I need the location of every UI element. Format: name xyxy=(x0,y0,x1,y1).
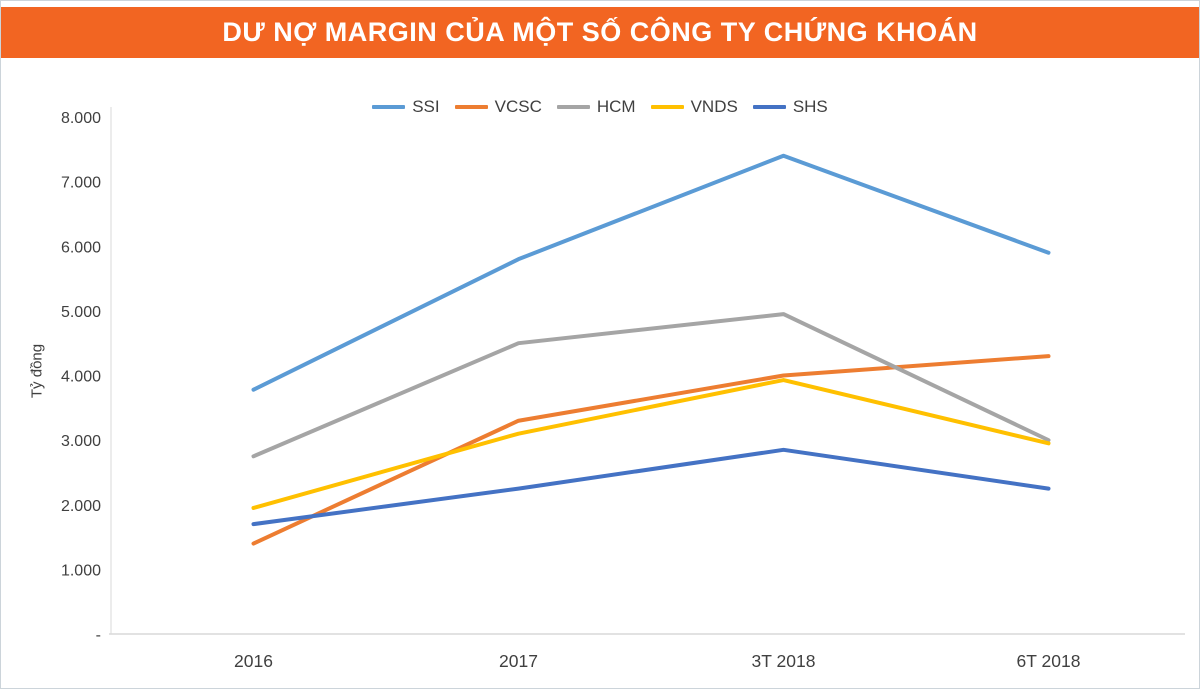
legend-swatch xyxy=(372,105,406,109)
legend-label: VNDS xyxy=(690,97,738,116)
series-line-vcsc xyxy=(251,354,1051,546)
x-tick-label: 6T 2018 xyxy=(1017,651,1081,671)
legend-swatch xyxy=(650,105,684,109)
y-tick-label: 4.000 xyxy=(61,369,101,386)
y-tick-label: 1.000 xyxy=(61,562,101,579)
chart-title: DƯ NỢ MARGIN CỦA MỘT SỐ CÔNG TY CHỨNG KH… xyxy=(222,17,978,47)
series-line-ssi xyxy=(251,153,1051,392)
x-tick-label: 2016 xyxy=(234,651,273,671)
y-tick-label: 7.000 xyxy=(61,175,101,192)
y-tick-label: - xyxy=(96,627,101,644)
series-line-vnds xyxy=(251,378,1051,510)
y-tick-label: 5.000 xyxy=(61,304,101,321)
x-tick-label: 2017 xyxy=(499,651,538,671)
legend-item-vcsc: VCSC xyxy=(454,97,542,117)
y-tick-label: 2.000 xyxy=(61,498,101,515)
legend-label: HCM xyxy=(596,97,636,116)
legend-swatch xyxy=(454,105,488,109)
y-tick-label: 6.000 xyxy=(61,239,101,256)
line-chart: - 1.000 2.000 3.000 4.000 5.000 6.000 7.000 8.00… xyxy=(61,107,1185,671)
legend-swatch xyxy=(752,105,786,109)
legend-label: SHS xyxy=(792,97,828,116)
legend-label: SSI xyxy=(412,97,440,116)
x-tick-label: 3T 2018 xyxy=(752,651,816,671)
series-line-hcm xyxy=(251,312,1051,459)
legend: SSI VCSC HCM VNDS SHS xyxy=(1,97,1199,117)
series-line-shs xyxy=(251,447,1051,527)
legend-label: VCSC xyxy=(494,97,542,116)
legend-item-hcm: HCM xyxy=(556,97,636,117)
legend-swatch xyxy=(556,105,590,109)
legend-item-vnds: VNDS xyxy=(650,97,738,117)
legend-item-ssi: SSI xyxy=(372,97,440,117)
y-tick-label: 3.000 xyxy=(61,433,101,450)
legend-item-shs: SHS xyxy=(752,97,828,117)
y-tick-label: 8.000 xyxy=(61,110,101,127)
chart-title-bar: DƯ NỢ MARGIN CỦA MỘT SỐ CÔNG TY CHỨNG KH… xyxy=(1,7,1199,58)
